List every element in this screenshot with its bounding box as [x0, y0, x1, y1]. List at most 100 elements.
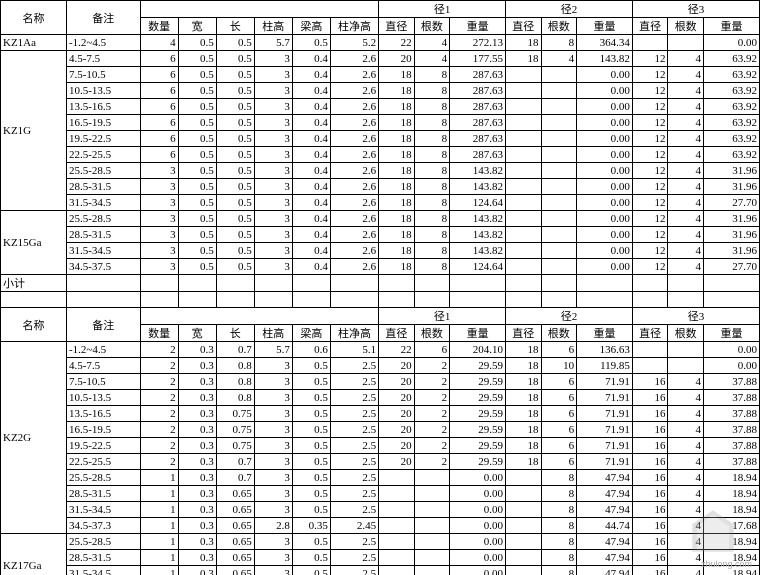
- cell: 0.5: [216, 163, 254, 179]
- cell: 0.00: [577, 179, 633, 195]
- cell: 8: [414, 195, 450, 211]
- cell: 18: [379, 83, 415, 99]
- cell: 0.5: [292, 358, 330, 374]
- cell: 25.5-28.5: [66, 211, 140, 227]
- cell: 16: [632, 534, 668, 550]
- cell: 0.5: [292, 470, 330, 486]
- cell: 0.5: [216, 131, 254, 147]
- cell: 3: [254, 99, 292, 115]
- cell: 1: [140, 534, 178, 550]
- cell: 2: [414, 438, 450, 454]
- cell: 8: [414, 115, 450, 131]
- cell: 0.8: [216, 390, 254, 406]
- table-row: 31.5-34.510.30.6530.52.50.00847.9416418.…: [1, 566, 760, 575]
- cell: 0.4: [292, 195, 330, 211]
- cell: 6: [140, 115, 178, 131]
- table-row: 31.5-34.530.50.530.42.6188143.820.001243…: [1, 243, 760, 259]
- cell: 长: [216, 325, 254, 342]
- cell: 4.5-7.5: [66, 51, 140, 67]
- table-row: KZ1G4.5-7.560.50.530.42.6204177.55184143…: [1, 51, 760, 67]
- table-row: 25.5-28.510.30.730.52.50.00847.9416418.9…: [1, 470, 760, 486]
- cell: 0.3: [178, 406, 216, 422]
- cell: 31.96: [703, 243, 759, 259]
- cell: 37.88: [703, 390, 759, 406]
- cell: 备注: [66, 1, 140, 35]
- cell: 0.00: [577, 83, 633, 99]
- cell: [254, 275, 292, 292]
- cell: 20: [379, 51, 415, 67]
- data-table: 名称备注径1径2径3数量宽长柱高梁高柱净高直径根数重量直径根数重量直径根数重量K…: [0, 0, 760, 575]
- cell: 2.5: [330, 390, 378, 406]
- cell: 2.5: [330, 566, 378, 575]
- cell: 8: [414, 67, 450, 83]
- cell: [292, 292, 330, 308]
- cell: 4: [668, 83, 704, 99]
- cell: [541, 227, 577, 243]
- cell: 2: [414, 374, 450, 390]
- cell: [414, 292, 450, 308]
- cell: 宽: [178, 18, 216, 35]
- cell: 0.5: [216, 179, 254, 195]
- cell: 18: [506, 406, 542, 422]
- cell: 0.4: [292, 227, 330, 243]
- cell: [414, 518, 450, 534]
- cell: 29.59: [450, 374, 506, 390]
- cell: 29.59: [450, 422, 506, 438]
- cell: 柱高: [254, 325, 292, 342]
- cell: 12: [632, 83, 668, 99]
- cell: 2: [140, 374, 178, 390]
- cell: [216, 292, 254, 308]
- cell: 1: [140, 550, 178, 566]
- cell: 18: [379, 243, 415, 259]
- cell: 4: [668, 406, 704, 422]
- cell: 2: [140, 358, 178, 374]
- cell: 3: [254, 374, 292, 390]
- cell: 0.4: [292, 163, 330, 179]
- cell: 12: [632, 227, 668, 243]
- cell: [506, 292, 542, 308]
- cell: [668, 35, 704, 51]
- cell: 2.6: [330, 243, 378, 259]
- cell: 2.5: [330, 502, 378, 518]
- table-row: KZ2G-1.2~4.520.30.75.70.65.1226204.10186…: [1, 342, 760, 358]
- cell: 18: [379, 67, 415, 83]
- cell: [668, 292, 704, 308]
- cell: 8: [541, 566, 577, 575]
- table-row: 34.5-37.530.50.530.42.6188124.640.001242…: [1, 259, 760, 275]
- cell: [1, 292, 67, 308]
- cell: [506, 259, 542, 275]
- table-row: 28.5-31.530.50.530.42.6188143.820.001243…: [1, 179, 760, 195]
- cell: 31.96: [703, 211, 759, 227]
- cell: 18.94: [703, 566, 759, 575]
- cell: 63.92: [703, 83, 759, 99]
- cell: 22: [379, 35, 415, 51]
- cell: 0.5: [216, 259, 254, 275]
- cell: 18: [379, 179, 415, 195]
- cell: 0.35: [292, 518, 330, 534]
- cell: 3: [254, 211, 292, 227]
- cell: 径2: [506, 1, 633, 18]
- cell: 29.59: [450, 438, 506, 454]
- cell: 22.5-25.5: [66, 454, 140, 470]
- cell: 0.3: [178, 358, 216, 374]
- cell: 0.5: [292, 374, 330, 390]
- cell: 29.59: [450, 358, 506, 374]
- cell: 0.00: [577, 243, 633, 259]
- cell: 8: [541, 518, 577, 534]
- cell: 6: [541, 342, 577, 358]
- cell: 143.82: [450, 163, 506, 179]
- cell: 7.5-10.5: [66, 67, 140, 83]
- cell: 柱高: [254, 18, 292, 35]
- cell: 4: [668, 259, 704, 275]
- cell: 16: [632, 438, 668, 454]
- cell: 径3: [632, 1, 759, 18]
- cell: 4: [668, 131, 704, 147]
- cell: 2: [414, 406, 450, 422]
- cell: 4: [668, 390, 704, 406]
- cell: 宽: [178, 325, 216, 342]
- cell: 8: [541, 35, 577, 51]
- cell: 3: [254, 131, 292, 147]
- cell: 0.5: [216, 51, 254, 67]
- cell: 18: [379, 227, 415, 243]
- cell: 根数: [414, 325, 450, 342]
